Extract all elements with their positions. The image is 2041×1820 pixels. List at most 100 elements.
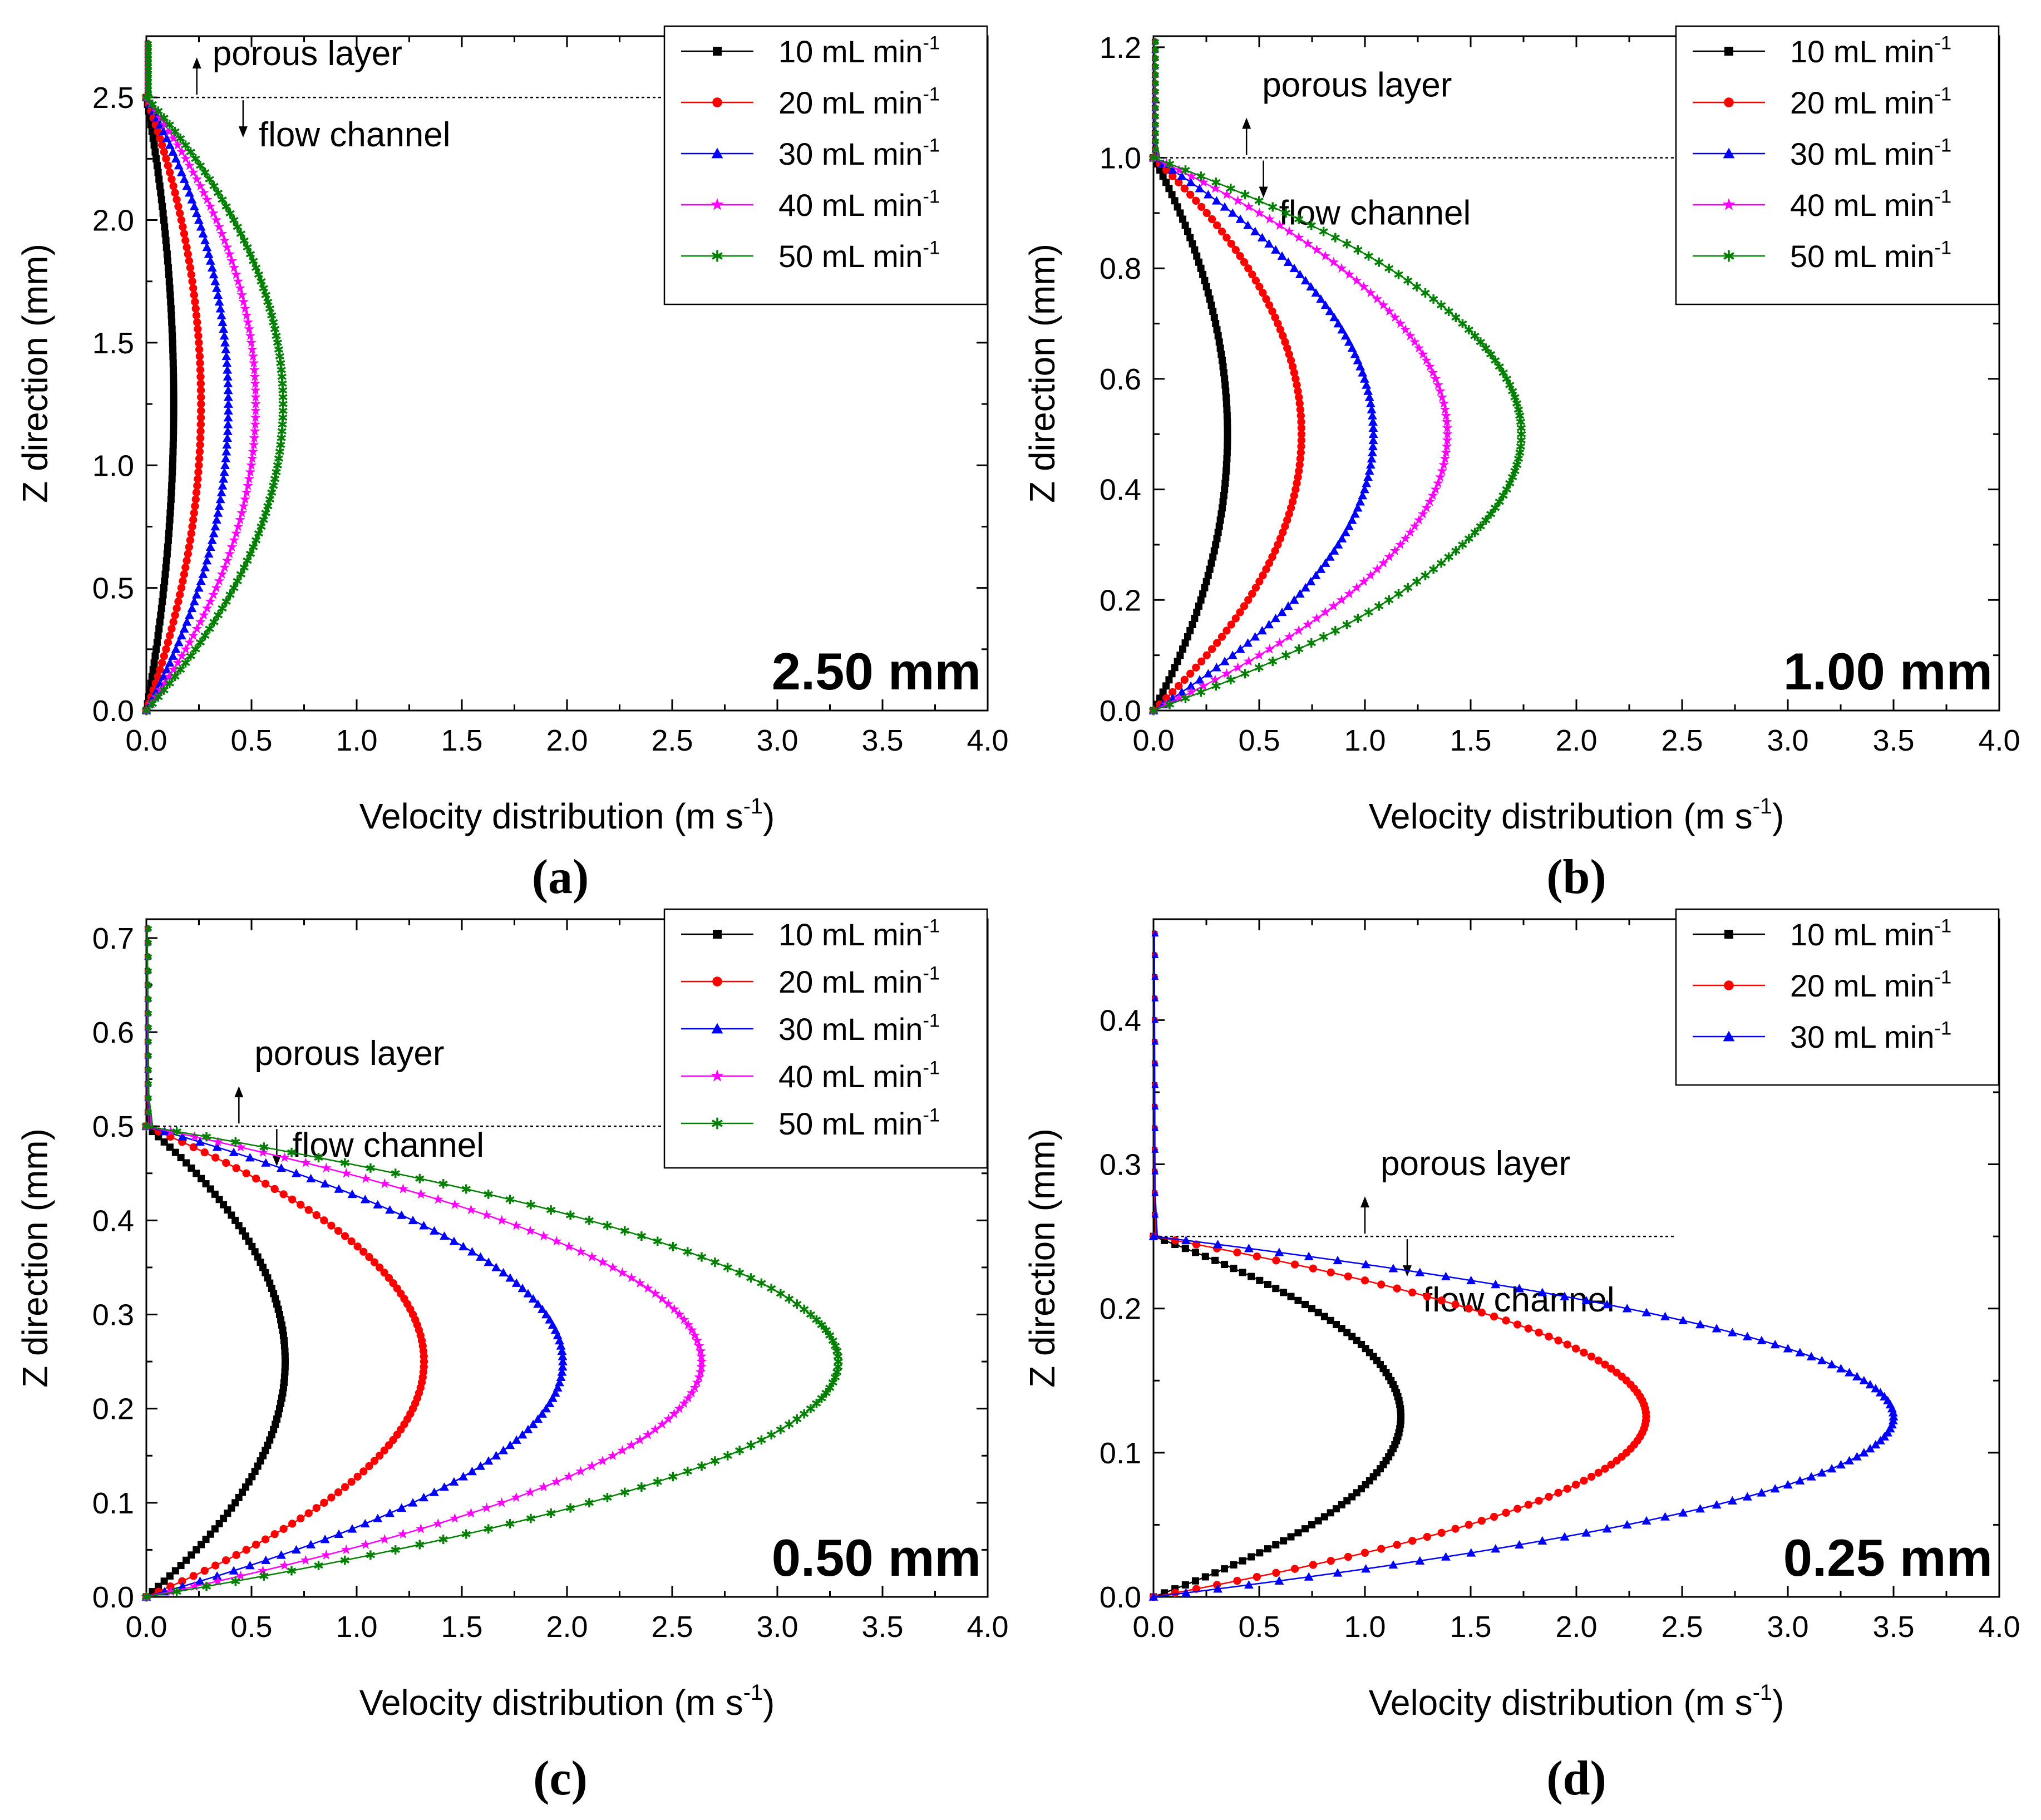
data-point <box>1254 208 1265 218</box>
data-point <box>154 692 163 702</box>
data-point <box>188 522 196 531</box>
data-point <box>1285 510 1293 518</box>
data-point <box>211 1153 220 1162</box>
series-line-5 <box>1153 41 1522 712</box>
x-tick-label: 3.5 <box>861 724 903 757</box>
data-point <box>145 1038 152 1045</box>
data-point <box>254 529 264 539</box>
data-point <box>1215 338 1223 346</box>
data-point <box>1362 380 1372 389</box>
data-point <box>1223 455 1231 462</box>
data-point <box>216 310 226 319</box>
data-point <box>235 514 245 525</box>
y-axis-label: Z direction (mm) <box>1022 244 1062 503</box>
data-point <box>1350 509 1360 518</box>
data-point <box>287 1147 297 1157</box>
data-point <box>213 610 223 620</box>
data-point <box>211 1561 220 1570</box>
data-point <box>189 596 199 605</box>
data-point <box>391 1168 400 1178</box>
data-point <box>1219 363 1227 371</box>
data-point <box>511 1220 522 1230</box>
data-point <box>198 229 208 238</box>
data-point <box>653 1236 662 1246</box>
data-point <box>223 413 233 422</box>
data-point <box>172 604 181 613</box>
data-point <box>734 1267 745 1278</box>
thickness-label: 2.50 mm <box>772 642 981 701</box>
legend-entry-5: 50 mL min-1 <box>778 1104 940 1141</box>
data-point <box>1276 534 1285 543</box>
data-point <box>1244 596 1253 604</box>
data-point <box>1464 534 1474 544</box>
data-point <box>757 1435 766 1445</box>
data-point <box>221 241 233 252</box>
data-point <box>226 255 237 265</box>
data-point <box>169 468 176 476</box>
data-point <box>1378 299 1389 310</box>
data-point <box>1560 1532 1570 1541</box>
data-point <box>1437 300 1446 310</box>
data-point <box>584 1215 594 1225</box>
data-point <box>1421 502 1432 512</box>
channel-arrow-head <box>1259 186 1268 198</box>
data-point <box>384 1274 393 1282</box>
data-point <box>1226 675 1235 685</box>
data-point <box>558 1357 568 1365</box>
data-point <box>1514 453 1524 463</box>
data-point <box>169 461 176 469</box>
data-point <box>1312 244 1322 254</box>
data-point <box>1284 226 1295 236</box>
data-point <box>166 632 174 640</box>
data-point <box>157 604 165 612</box>
data-point <box>304 1509 313 1517</box>
data-point <box>692 1377 703 1387</box>
data-point <box>221 596 231 606</box>
data-point <box>1201 277 1209 284</box>
data-point <box>558 1352 568 1360</box>
data-point <box>204 549 214 558</box>
data-point <box>1347 343 1357 352</box>
data-point <box>1171 197 1179 205</box>
data-point <box>231 269 241 279</box>
data-point <box>189 284 198 293</box>
data-point <box>160 678 170 688</box>
data-point <box>1151 973 1159 980</box>
data-point <box>163 250 171 258</box>
data-point <box>603 1221 612 1231</box>
data-point <box>197 393 205 401</box>
series-5 <box>1148 38 1526 716</box>
data-point <box>1361 1260 1371 1269</box>
data-point <box>1594 1357 1603 1365</box>
data-point <box>1513 1505 1522 1513</box>
data-point <box>1295 399 1304 408</box>
data-point <box>440 1231 450 1240</box>
data-point <box>1181 693 1190 703</box>
data-point <box>1222 461 1230 468</box>
data-point <box>236 507 247 517</box>
data-point <box>1165 676 1173 684</box>
data-point <box>429 1487 439 1496</box>
x-tick-label: 3.5 <box>861 1610 903 1644</box>
x-tick-label: 1.5 <box>441 724 482 757</box>
data-point <box>375 1452 384 1460</box>
data-point <box>244 323 255 334</box>
data-point <box>164 543 171 551</box>
data-point <box>1332 1505 1340 1513</box>
data-point <box>1180 184 1189 193</box>
data-point <box>679 1314 689 1324</box>
data-point <box>620 1487 629 1497</box>
data-point <box>192 311 201 320</box>
data-point <box>1545 1492 1553 1501</box>
data-point <box>1296 412 1305 420</box>
data-point <box>1859 1448 1869 1457</box>
data-point <box>776 1289 786 1299</box>
data-point <box>1213 535 1221 542</box>
data-point <box>551 1236 562 1246</box>
data-point <box>1224 436 1231 444</box>
data-point <box>1571 1481 1580 1489</box>
data-point <box>166 509 174 517</box>
data-point <box>1286 356 1295 364</box>
data-point <box>162 564 170 571</box>
x-tick-label: 0.0 <box>1132 724 1174 757</box>
